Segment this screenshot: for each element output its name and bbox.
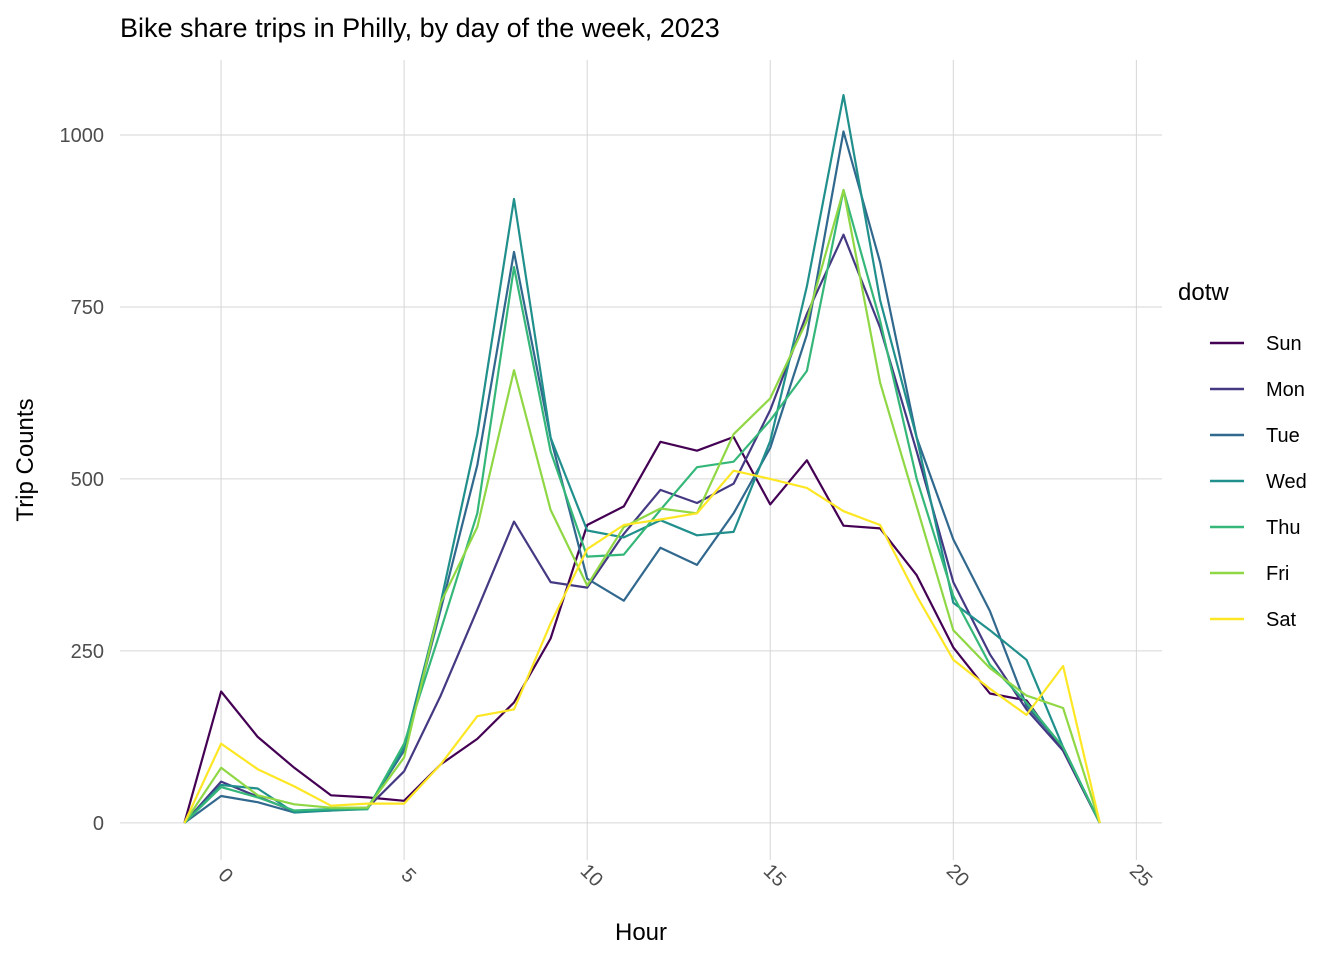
series-line-fri [183,188,1101,824]
legend-label: Thu [1266,517,1300,539]
y-axis-title: Trip Counts [12,398,39,521]
x-tick-label: 15 [759,860,790,891]
legend: dotw Sun Mon Tue Wed Thu Fri Sat [1178,279,1307,631]
series-line-wed [183,93,1101,824]
chart-title: Bike share trips in Philly, by day of th… [120,13,720,43]
series-line-thu [183,188,1101,824]
legend-label: Mon [1266,379,1305,401]
legend-label: Wed [1266,471,1307,493]
grid [120,60,1162,860]
legend-title: dotw [1178,279,1229,306]
legend-label: Fri [1266,563,1289,585]
x-tick-label: 25 [1125,860,1156,891]
x-tick-label: 0 [214,864,237,887]
x-tick-label: 5 [397,864,420,887]
y-tick-labels: 0 250 500 750 1000 [60,125,105,835]
x-tick-label: 20 [942,860,973,891]
x-tick-labels: 0 5 10 15 20 25 [214,860,1157,891]
x-tick-label: 10 [576,860,607,891]
series-line-sat [183,469,1101,824]
legend-label: Sat [1266,609,1296,631]
x-axis-title: Hour [615,919,667,946]
y-tick-label: 0 [93,813,104,835]
series-lines [183,93,1101,824]
series-line-sun [183,435,1101,824]
y-tick-label: 250 [71,641,104,663]
series-line-tue [183,130,1101,824]
y-tick-label: 500 [71,469,104,491]
legend-label: Sun [1266,333,1302,355]
legend-label: Tue [1266,425,1300,447]
y-tick-label: 1000 [60,125,105,147]
y-tick-label: 750 [71,297,104,319]
